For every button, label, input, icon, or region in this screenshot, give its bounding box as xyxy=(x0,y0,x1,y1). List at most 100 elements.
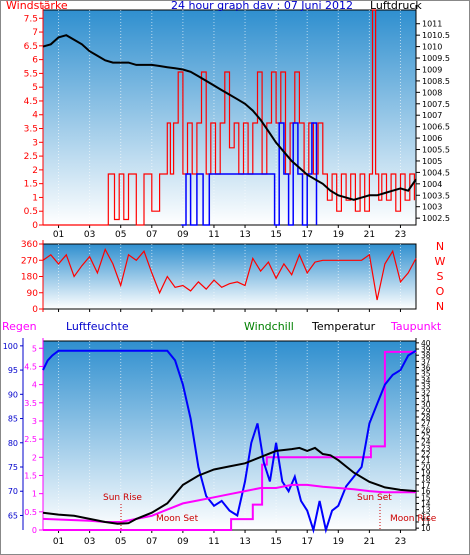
temperature-tick-label: 18 xyxy=(421,475,431,484)
wind-tick-label: 7.5 xyxy=(24,14,38,24)
temperature-tick-label: 14 xyxy=(421,499,431,508)
humidity-tick-label: 65 xyxy=(8,511,18,520)
wind-tick-label: 4 xyxy=(32,111,38,121)
temperature-axis: 1011121314151617181920212223242526272829… xyxy=(416,339,431,533)
x-tick-label: 23 xyxy=(395,230,406,240)
temperature-tick-label: 37 xyxy=(421,357,431,366)
pressure-tick-label: 1009.5 xyxy=(422,54,450,63)
panel-2-grid xyxy=(58,244,401,312)
direction-axis: 0 90 180 270 360 xyxy=(21,240,43,315)
pressure-tick-label: 1006.5 xyxy=(422,123,450,132)
temperature-tick-label: 21 xyxy=(421,456,431,465)
humidity-tick-label: 90 xyxy=(8,390,18,399)
temperature-tick-label: 11 xyxy=(421,518,431,527)
temperature-tick-label: 19 xyxy=(421,469,431,478)
temperature-tick-label: 17 xyxy=(421,481,431,490)
temperature-tick-label: 30 xyxy=(421,401,431,410)
x-tick-label: 21 xyxy=(364,537,375,547)
x-tick-label: 01 xyxy=(53,230,64,240)
pressure-tick-label: 1006 xyxy=(422,134,442,143)
temperature-tick-label: 24 xyxy=(421,438,431,447)
wind-tick-label: 7 xyxy=(32,28,38,38)
temperature-tick-label: 39 xyxy=(421,345,431,354)
rain-tick-label: 3.5 xyxy=(24,399,37,408)
rain-humidity-temp-panel: 00.511.522.533.544.55 65707580859095100 … xyxy=(2,320,442,547)
pressure-tick-label: 1010 xyxy=(422,43,442,52)
humidity-axis: 65 70 75 80 85 90 95 100 xyxy=(3,342,23,520)
compass-label: N xyxy=(436,300,444,313)
temperature-tick-label: 16 xyxy=(421,487,431,496)
wind-direction-line xyxy=(42,247,417,301)
humidity-tick-label: 70 xyxy=(8,487,18,496)
temperature-tick-label: 38 xyxy=(421,351,431,360)
temperature-tick-label: 10 xyxy=(421,524,431,533)
x-tick-label: 13 xyxy=(239,537,250,547)
x-tick-label: 15 xyxy=(270,537,281,547)
direction-tick-label: 360 xyxy=(21,240,38,250)
rain-tick-label: 3 xyxy=(32,417,37,426)
pressure-tick-label: 1002.5 xyxy=(422,214,450,223)
pressure-tick-label: 1007.5 xyxy=(422,100,450,109)
rain-tick-label: 1 xyxy=(32,490,37,499)
pressure-tick-label: 1003.5 xyxy=(422,191,450,200)
wind-pressure-panel: 00.511.522.533.544.555.566.577.5 1002.51… xyxy=(6,0,450,240)
panel-1-x-axis: 01 03 05 07 09 11 13 15 17 19 21 23 xyxy=(53,230,406,240)
rain-tick-label: 5 xyxy=(32,344,37,353)
rain-tick-label: 0 xyxy=(32,526,37,535)
compass-label: W xyxy=(435,255,446,268)
x-tick-label: 07 xyxy=(146,537,157,547)
pressure-tick-label: 1010.5 xyxy=(422,31,450,40)
pressure-tick-label: 1011 xyxy=(422,20,442,29)
pressure-axis: 1002.5 1003 1003.5 1004 1004.5 1005 1005.5 1006… xyxy=(416,20,450,223)
temperature-tick-label: 29 xyxy=(421,407,431,416)
pressure-tick-label: 1003 xyxy=(422,203,442,212)
x-tick-label: 05 xyxy=(115,230,126,240)
temperature-tick-label: 22 xyxy=(421,450,431,459)
temperature-tick-label: 26 xyxy=(421,425,431,434)
wind-tick-label: 1.5 xyxy=(24,180,38,190)
pressure-tick-label: 1005.5 xyxy=(422,146,450,155)
annotation-sun-rise: Sun Rise xyxy=(103,493,142,503)
chart-title: 24 hour graph dav : 07 Juni 2012 xyxy=(171,0,353,12)
temperature-tick-label: 25 xyxy=(421,432,431,441)
wind-tick-label: 5.5 xyxy=(24,69,38,79)
pressure-tick-label: 1004 xyxy=(422,180,442,189)
temperature-tick-label: 35 xyxy=(421,370,431,379)
humidity-line xyxy=(42,349,417,534)
compass-label: N xyxy=(436,240,444,253)
rain-axis: 0 0.5 1 1.5 2 2.5 3 3.5 4 4.5 5 xyxy=(24,344,43,535)
pressure-tick-label: 1004.5 xyxy=(422,168,450,177)
x-tick-label: 11 xyxy=(208,537,219,547)
x-tick-label: 09 xyxy=(177,230,189,240)
temperature-tick-label: 23 xyxy=(421,444,431,453)
rain-tick-label: 1.5 xyxy=(24,471,37,480)
temperature-tick-label: 15 xyxy=(421,493,431,502)
wind-tick-label: 3.5 xyxy=(24,125,38,135)
wind-gust-line xyxy=(181,122,318,226)
x-tick-label: 03 xyxy=(84,230,95,240)
temperature-line xyxy=(42,446,417,525)
temperature-tick-label: 12 xyxy=(421,512,431,521)
annotation-sun-set: Sun Set xyxy=(357,493,392,503)
x-tick-label: 23 xyxy=(395,537,406,547)
temperature-tick-label: 20 xyxy=(421,462,431,471)
temperature-tick-label: 40 xyxy=(421,339,431,348)
panel-2-series xyxy=(42,247,417,301)
x-tick-label: 17 xyxy=(301,537,312,547)
panel-1-series xyxy=(42,9,417,226)
wind-tick-label: 0 xyxy=(32,221,38,231)
wind-tick-label: 5 xyxy=(32,83,38,93)
legend-windchill: Windchill xyxy=(244,320,294,333)
legend-temperatur: Temperatur xyxy=(311,320,376,333)
x-tick-label: 03 xyxy=(84,537,95,547)
temperature-tick-label: 33 xyxy=(421,382,431,391)
direction-tick-label: 90 xyxy=(27,289,39,299)
pressure-axis-title: Luftdruck xyxy=(370,0,422,12)
wind-tick-label: 1 xyxy=(32,193,38,203)
humidity-tick-label: 80 xyxy=(8,439,18,448)
wind-speed-line xyxy=(43,9,415,226)
temperature-tick-label: 28 xyxy=(421,413,431,422)
x-tick-label: 07 xyxy=(146,230,157,240)
pressure-tick-label: 1005 xyxy=(422,157,442,166)
